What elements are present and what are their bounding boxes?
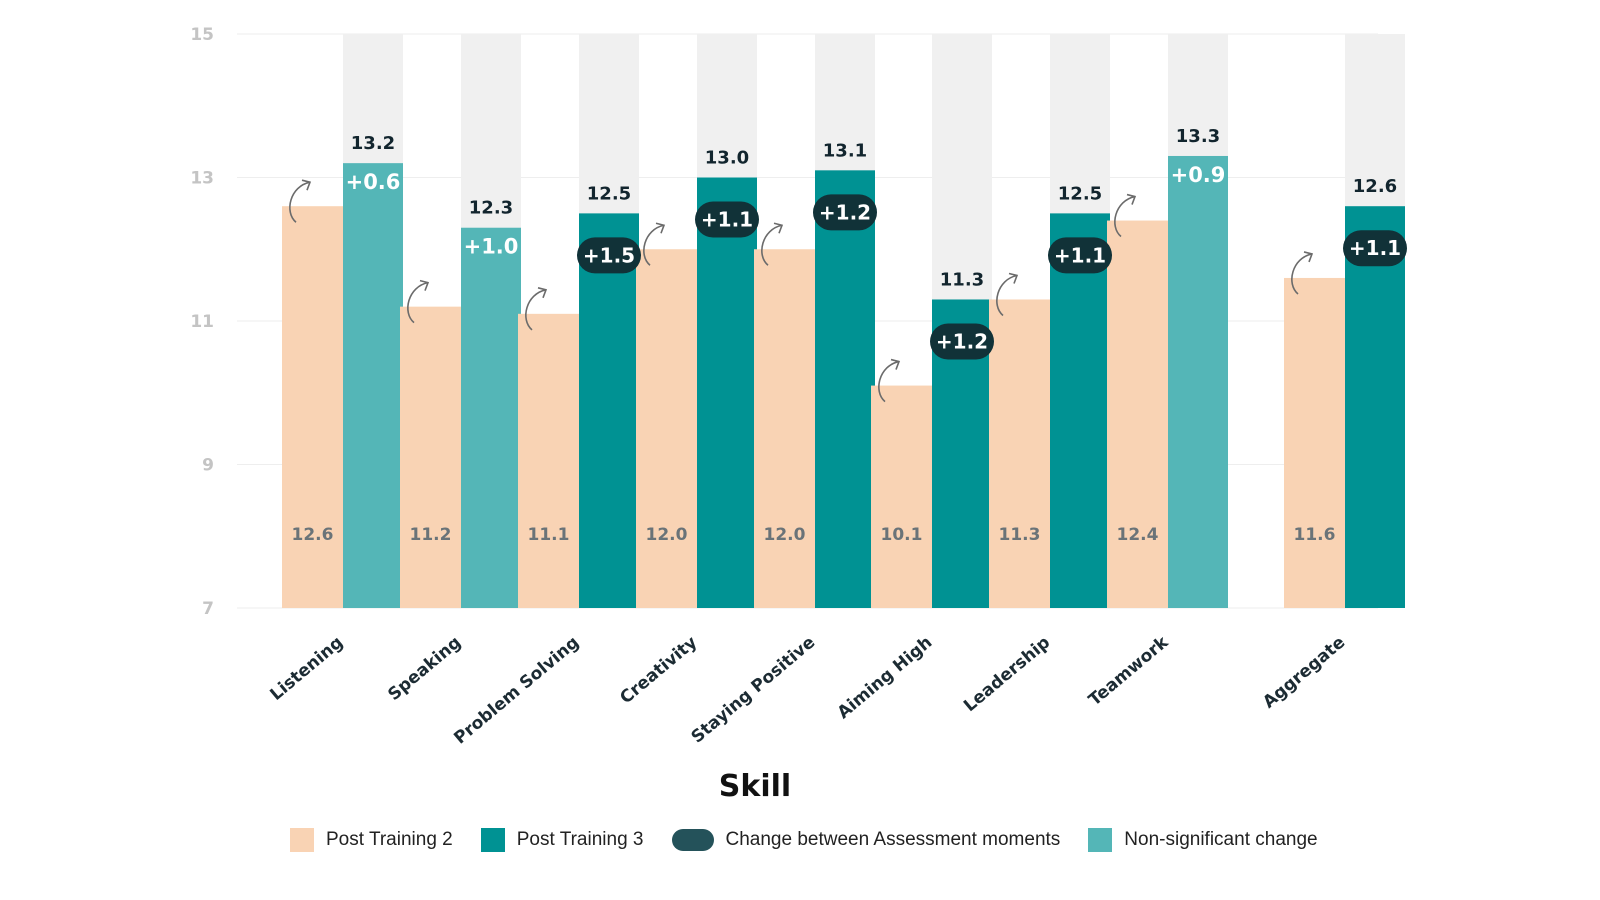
x-tick-label: Listening — [266, 633, 347, 705]
value-label-post-training-2: 11.1 — [528, 525, 570, 545]
change-arrow — [289, 181, 311, 223]
change-label: +1.1 — [1054, 243, 1106, 267]
x-tick-label: Staying Positive — [688, 633, 820, 748]
change-label: +1.1 — [1349, 236, 1401, 260]
legend-swatch-post-training-3 — [480, 828, 505, 852]
value-label-post-training-3: 12.3 — [469, 198, 513, 219]
change-arrow — [1114, 195, 1136, 238]
change-arrow-head — [301, 179, 312, 191]
change-pill — [1343, 230, 1407, 267]
change-pill — [1048, 237, 1112, 274]
bar-post-training-3 — [579, 213, 639, 608]
change-label: +1.0 — [464, 235, 519, 259]
bar-post-training-3 — [1345, 206, 1405, 608]
bar-post-training-3 — [1050, 213, 1110, 608]
value-label-post-training-2: 12.4 — [1117, 525, 1159, 545]
y-tick-label: 11 — [190, 312, 214, 332]
y-tick-label: 13 — [190, 169, 214, 189]
value-label-post-training-2: 11.3 — [999, 525, 1041, 545]
change-arrow — [525, 289, 547, 331]
x-tick-label: Creativity — [616, 633, 701, 709]
data-labels: 13.2 12.6 +0.6 12.3 11.2 +1.0 12.5 11.1 +1.5 13.0… — [289, 126, 1407, 545]
value-label-post-training-2: 12.0 — [646, 525, 688, 545]
y-tick-label: 9 — [202, 456, 214, 476]
bar-post-training-2 — [518, 313, 579, 608]
legend-swatch-post-training-2 — [290, 828, 314, 852]
legend-item-change: Change between Assessment moments — [671, 829, 1061, 851]
change-pill — [695, 201, 759, 238]
value-label-post-training-3: 11.3 — [940, 269, 984, 290]
bar-post-training-2 — [989, 299, 1050, 608]
x-tick-label: Problem Solving — [450, 633, 583, 749]
legend-swatch-non-significant — [1088, 828, 1113, 852]
x-tick-label: Speaking — [384, 633, 465, 705]
bar-post-training-2 — [636, 249, 697, 608]
change-arrow-head — [1126, 193, 1137, 205]
value-label-post-training-3: 12.5 — [1058, 183, 1102, 204]
value-label-post-training-3: 13.1 — [823, 140, 867, 161]
change-pill — [813, 194, 877, 231]
value-label-post-training-2: 10.1 — [881, 525, 923, 545]
legend-item-post-training-3: Post Training 3 — [480, 828, 644, 852]
bar-post-training-2 — [282, 206, 343, 608]
change-arrow-head — [1008, 272, 1019, 284]
legend-label: Change between Assessment moments — [725, 829, 1061, 850]
legend-item-non-significant: Non-significant change — [1088, 828, 1318, 852]
bar-post-training-2 — [1284, 277, 1345, 608]
change-pill — [930, 323, 994, 360]
value-label-post-training-3: 12.5 — [587, 183, 631, 204]
value-label-post-training-2: 11.2 — [410, 525, 452, 545]
change-arrow-head — [890, 358, 901, 370]
change-arrow-head — [1303, 251, 1314, 263]
x-tick-label: Aiming High — [834, 633, 937, 724]
bar-post-training-3 — [1168, 155, 1228, 608]
change-arrow-head — [419, 279, 430, 291]
change-arrow — [407, 281, 429, 324]
bar-post-training-3 — [461, 227, 521, 608]
value-label-post-training-3: 13.2 — [351, 133, 395, 154]
change-label: +1.1 — [701, 208, 753, 232]
legend-item-post-training-2: Post Training 2 — [290, 828, 453, 852]
x-tick-label: Teamwork — [1085, 632, 1173, 710]
change-arrow — [643, 224, 665, 266]
value-label-post-training-2: 12.6 — [292, 525, 334, 545]
change-pill — [577, 237, 641, 274]
change-label: +1.2 — [936, 329, 988, 353]
change-label: +0.9 — [1171, 163, 1226, 187]
change-arrow-head — [655, 222, 666, 234]
change-arrow — [878, 360, 900, 403]
change-label: +1.2 — [819, 200, 871, 224]
bar-post-training-2 — [400, 306, 461, 608]
legend-label: Non-significant change — [1124, 829, 1318, 850]
bar-post-training-3 — [343, 163, 403, 608]
value-label-post-training-3: 13.0 — [705, 148, 749, 169]
x-tick-label: Aggregate — [1259, 633, 1349, 713]
legend-label: Post Training 2 — [326, 829, 453, 850]
legend-swatch-change — [671, 829, 714, 851]
bar-post-training-3 — [697, 177, 757, 608]
value-label-post-training-3: 12.6 — [1353, 176, 1397, 197]
legend-label: Post Training 3 — [516, 829, 644, 850]
bar-post-training-2 — [754, 249, 815, 608]
change-label: +1.5 — [583, 243, 635, 267]
change-arrow-head — [537, 287, 548, 299]
y-tick-label: 15 — [190, 25, 214, 45]
change-arrow — [1291, 253, 1313, 295]
y-tick-label: 7 — [202, 599, 214, 619]
change-arrow — [996, 274, 1018, 317]
x-axis-title: Skill — [719, 769, 791, 804]
value-label-post-training-2: 11.6 — [1294, 525, 1336, 545]
bar-post-training-2 — [1107, 220, 1168, 609]
bar-post-training-3 — [815, 170, 875, 608]
bars — [282, 155, 1405, 609]
change-arrow-head — [773, 222, 784, 234]
change-arrow — [761, 224, 783, 266]
value-label-post-training-3: 13.3 — [1176, 126, 1220, 147]
change-label: +0.6 — [346, 170, 401, 194]
x-tick-label: Leadership — [960, 633, 1054, 717]
bar-post-training-2 — [871, 385, 932, 608]
legend: Post Training 2 Post Training 3 Change b… — [290, 828, 1346, 852]
value-label-post-training-2: 12.0 — [764, 525, 806, 545]
